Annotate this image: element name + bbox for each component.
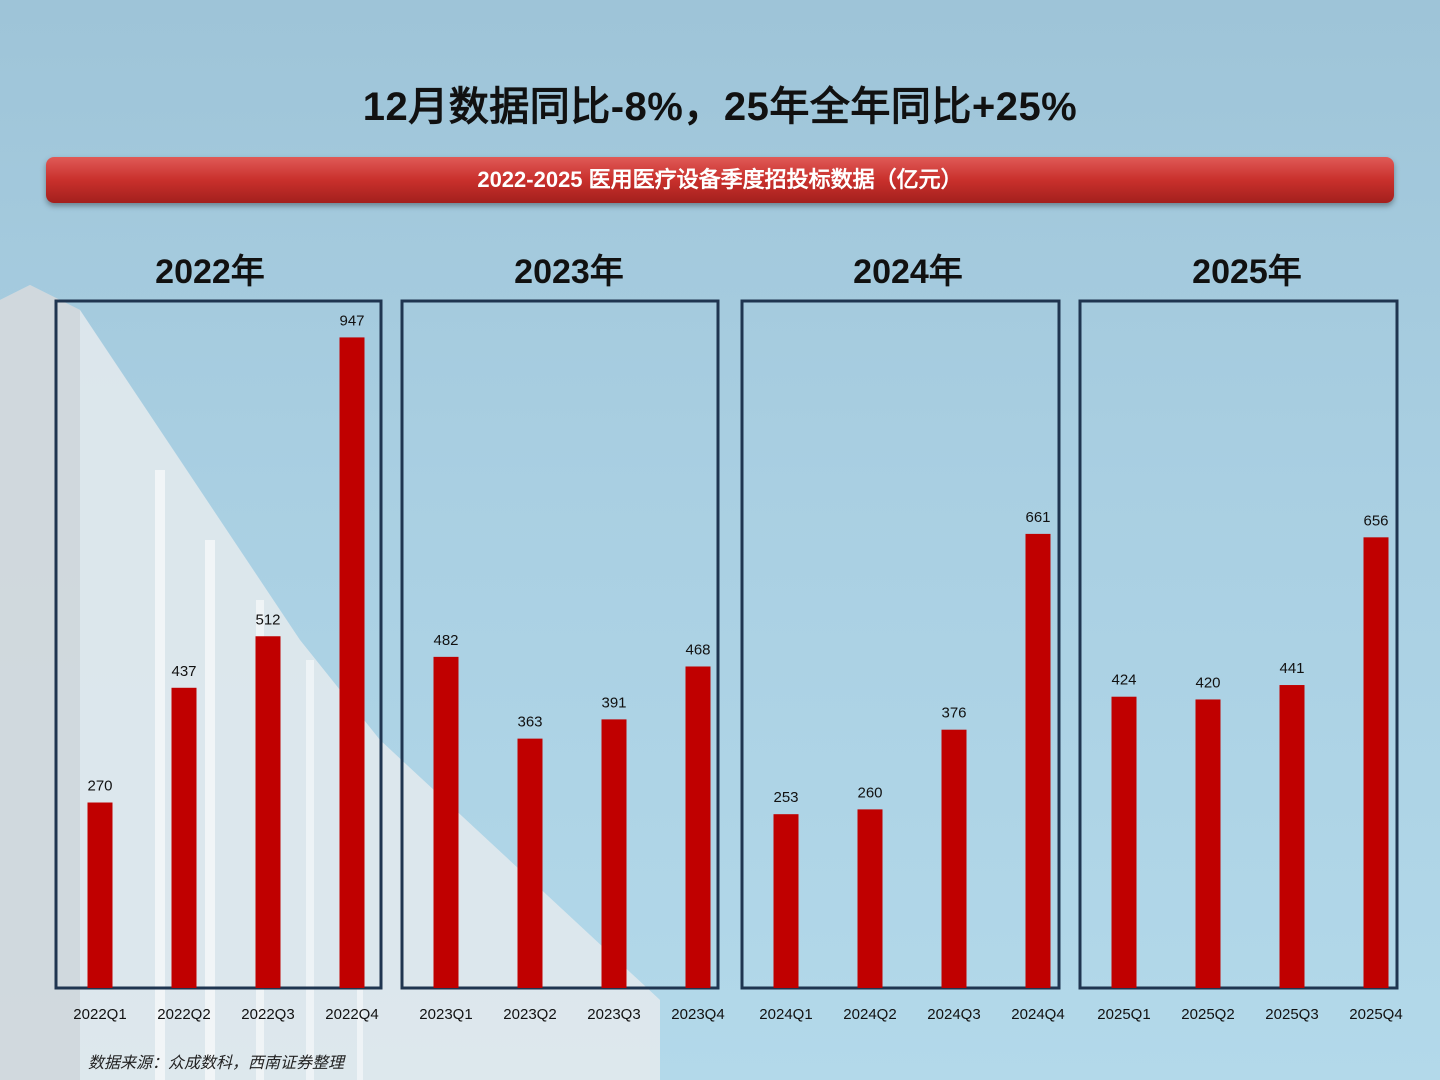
data-label-2024Q2: 260 [857, 784, 882, 801]
data-label-2023Q4: 468 [685, 641, 710, 658]
data-label-2024Q1: 253 [773, 789, 798, 806]
data-label-2025Q1: 424 [1111, 672, 1136, 689]
group-title-1: 2023年 [514, 253, 624, 291]
tick-label-2024Q3: 2024Q3 [927, 1006, 980, 1023]
data-label-2022Q1: 270 [87, 778, 112, 795]
bar-2024Q1 [773, 814, 799, 988]
bar-2022Q2 [171, 687, 197, 988]
data-source-note: 数据来源：众成数科，西南证券整理 [88, 1055, 345, 1072]
tick-label-2023Q1: 2023Q1 [419, 1006, 472, 1023]
group-frame-2 [740, 299, 1061, 990]
bar-2022Q1 [87, 802, 113, 988]
tick-label-2025Q2: 2025Q2 [1181, 1006, 1234, 1023]
tick-label-2022Q1: 2022Q1 [73, 1006, 126, 1023]
tick-label-2025Q1: 2025Q1 [1097, 1006, 1150, 1023]
tick-label-2024Q2: 2024Q2 [843, 1006, 896, 1023]
group-frame-3 [1078, 299, 1399, 990]
tick-label-2023Q3: 2023Q3 [587, 1006, 640, 1023]
bar-2024Q3 [941, 729, 967, 988]
data-label-2025Q4: 656 [1363, 512, 1388, 529]
bar-2023Q2 [517, 738, 543, 988]
tick-label-2025Q3: 2025Q3 [1265, 1006, 1318, 1023]
page-headline: 12月数据同比-8%，25年全年同比+25% [362, 85, 1078, 129]
data-label-2022Q3: 512 [255, 611, 280, 628]
bar-2023Q4 [685, 666, 711, 988]
group-title-0: 2022年 [155, 253, 265, 291]
tick-label-2025Q4: 2025Q4 [1349, 1006, 1402, 1023]
bar-2023Q3 [601, 719, 627, 988]
bar-2022Q3 [255, 636, 281, 988]
data-label-2024Q3: 376 [941, 705, 966, 722]
tick-label-2024Q4: 2024Q4 [1011, 1006, 1064, 1023]
data-label-2022Q2: 437 [171, 663, 196, 680]
bar-2023Q1 [433, 656, 459, 988]
group-frame-1 [400, 299, 720, 990]
tick-label-2023Q2: 2023Q2 [503, 1006, 556, 1023]
group-title-2: 2024年 [853, 253, 963, 291]
bar-2025Q3 [1279, 685, 1305, 988]
bar-2022Q4 [339, 337, 365, 988]
tick-label-2022Q4: 2022Q4 [325, 1006, 378, 1023]
tick-label-2023Q4: 2023Q4 [671, 1006, 724, 1023]
data-label-2023Q3: 391 [601, 694, 626, 711]
data-label-2022Q4: 947 [339, 312, 364, 329]
bar-2025Q4 [1363, 537, 1389, 988]
tick-label-2022Q3: 2022Q3 [241, 1006, 294, 1023]
data-label-2025Q2: 420 [1195, 674, 1220, 691]
chart-title-banner: 2022-2025 医用医疗设备季度招投标数据（亿元） [46, 157, 1394, 203]
data-label-2023Q2: 363 [517, 714, 542, 731]
group-frame-0 [54, 299, 383, 990]
data-label-2024Q4: 661 [1025, 509, 1050, 526]
tick-label-2024Q1: 2024Q1 [759, 1006, 812, 1023]
data-label-2023Q1: 482 [433, 632, 458, 649]
data-label-2025Q3: 441 [1279, 660, 1304, 677]
group-title-3: 2025年 [1192, 253, 1302, 291]
bar-2024Q2 [857, 809, 883, 988]
bar-2025Q2 [1195, 699, 1221, 988]
bar-2024Q4 [1025, 533, 1051, 988]
bar-2025Q1 [1111, 696, 1137, 988]
tick-label-2022Q2: 2022Q2 [157, 1006, 210, 1023]
